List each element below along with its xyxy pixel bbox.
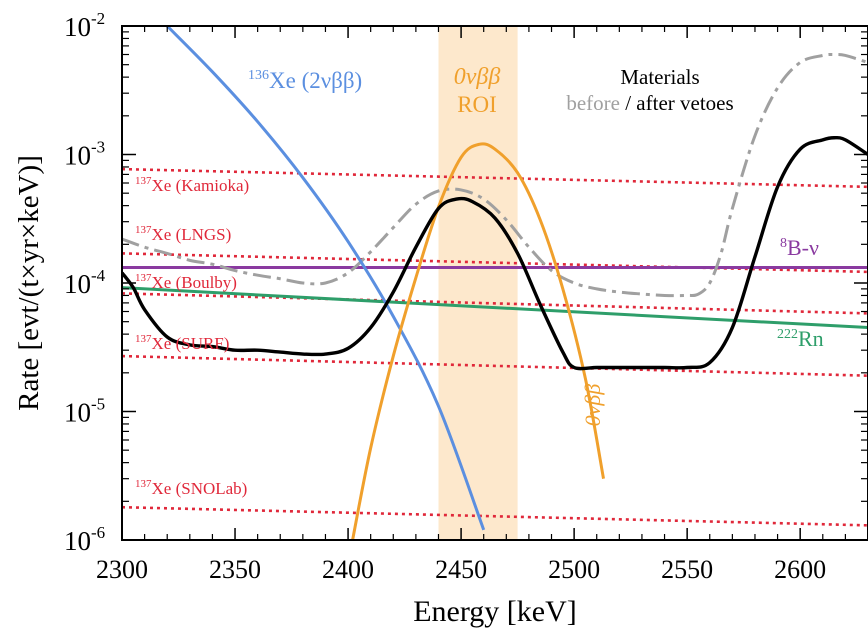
series-snolab-line — [122, 505, 868, 527]
label-lngs: 137Xe (LNGS) — [135, 224, 231, 244]
label-b8: 8B-ν — [780, 235, 819, 260]
label-rn222-sup: 222 — [777, 327, 798, 342]
label-surf-sup: 137 — [135, 333, 152, 345]
label-surf-text: Xe (SURF) — [152, 334, 230, 353]
label-snolab-sup: 137 — [135, 478, 152, 490]
label-xe136-sup: 136 — [248, 68, 269, 83]
x-tick-label: 2500 — [548, 555, 600, 584]
series-rn222-line — [122, 286, 868, 330]
y-tick-label: 10-6 — [64, 523, 105, 556]
y-tick-label: 10-3 — [64, 138, 105, 171]
legend-materials-line: before / after vetoes — [566, 91, 733, 115]
series-surf-line — [122, 354, 868, 377]
y-axis-title: Rate [evt/(t×yr×keV)] — [13, 155, 45, 411]
label-boulby-sup: 137 — [135, 272, 152, 284]
roi-band-layer — [438, 26, 518, 540]
roi-band — [438, 26, 518, 540]
label-rn222-text: Rn — [798, 326, 824, 351]
label-rn222: 222Rn — [777, 326, 824, 351]
x-tick-label: 2400 — [322, 555, 374, 584]
label-kamioka-sup: 137 — [135, 175, 152, 187]
x-tick-label: 2600 — [774, 555, 826, 584]
roi-label-top: 0νββ — [454, 64, 501, 90]
label-boulby: 137Xe (Boulby) — [135, 272, 237, 292]
series-boulby-line — [122, 292, 868, 315]
label-kamioka-text: Xe (Kamioka) — [152, 176, 250, 195]
label-snolab-text: Xe (SNOLab) — [152, 479, 248, 498]
curve-layer — [122, 26, 868, 540]
label-xe136-text: Xe (2νββ) — [269, 68, 362, 93]
label-lngs-text: Xe (LNGS) — [152, 225, 232, 244]
x-tick-label: 2450 — [435, 555, 487, 584]
series-onbb-line — [351, 142, 605, 540]
label-surf: 137Xe (SURF) — [135, 333, 229, 353]
legend-before: before — [566, 91, 620, 115]
roi-label-bottom: ROI — [457, 92, 497, 117]
series-xe136-line — [166, 26, 486, 531]
y-tick-label: 10-4 — [64, 266, 106, 299]
label-onbb-curve: 0νββ — [580, 384, 605, 427]
y-tick-label: 10-2 — [64, 9, 105, 42]
legend-separator: / — [620, 91, 636, 115]
tick-layer: 2300 2350 2400 2450 2500 2550 2600 10-6 10-5 10-4… — [64, 9, 868, 584]
series-mat_after-line — [122, 135, 868, 371]
legend-after: after vetoes — [636, 91, 733, 115]
series-mat_before-line — [122, 52, 868, 298]
x-tick-label: 2300 — [96, 555, 148, 584]
series-lngs-line — [122, 252, 868, 274]
x-tick-label: 2350 — [209, 555, 261, 584]
label-snolab: 137Xe (SNOLab) — [135, 478, 247, 498]
series-kamioka-line — [122, 167, 868, 189]
label-xe136: 136Xe (2νββ) — [248, 68, 362, 93]
label-b8-text: B-ν — [787, 235, 819, 260]
x-axis-title: Energy [keV] — [413, 595, 577, 628]
label-lngs-sup: 137 — [135, 224, 152, 236]
x-tick-label: 2550 — [661, 555, 713, 584]
label-b8-sup: 8 — [780, 236, 787, 251]
legend-materials-title: Materials — [620, 65, 699, 89]
y-tick-label: 10-5 — [64, 395, 105, 428]
label-kamioka: 137Xe (Kamioka) — [135, 175, 249, 195]
label-boulby-text: Xe (Boulby) — [152, 273, 237, 292]
